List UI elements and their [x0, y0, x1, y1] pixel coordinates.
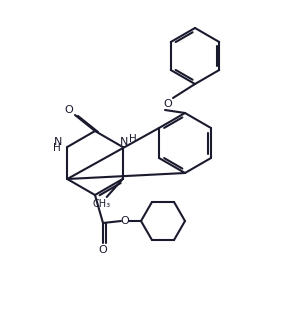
- Text: O: O: [164, 99, 173, 109]
- Text: CH₃: CH₃: [93, 199, 111, 209]
- Text: H: H: [53, 143, 61, 153]
- Text: O: O: [65, 105, 73, 115]
- Text: N: N: [120, 137, 128, 147]
- Text: O: O: [98, 245, 107, 255]
- Text: N: N: [54, 137, 62, 147]
- Text: O: O: [121, 216, 129, 226]
- Text: H: H: [129, 134, 137, 144]
